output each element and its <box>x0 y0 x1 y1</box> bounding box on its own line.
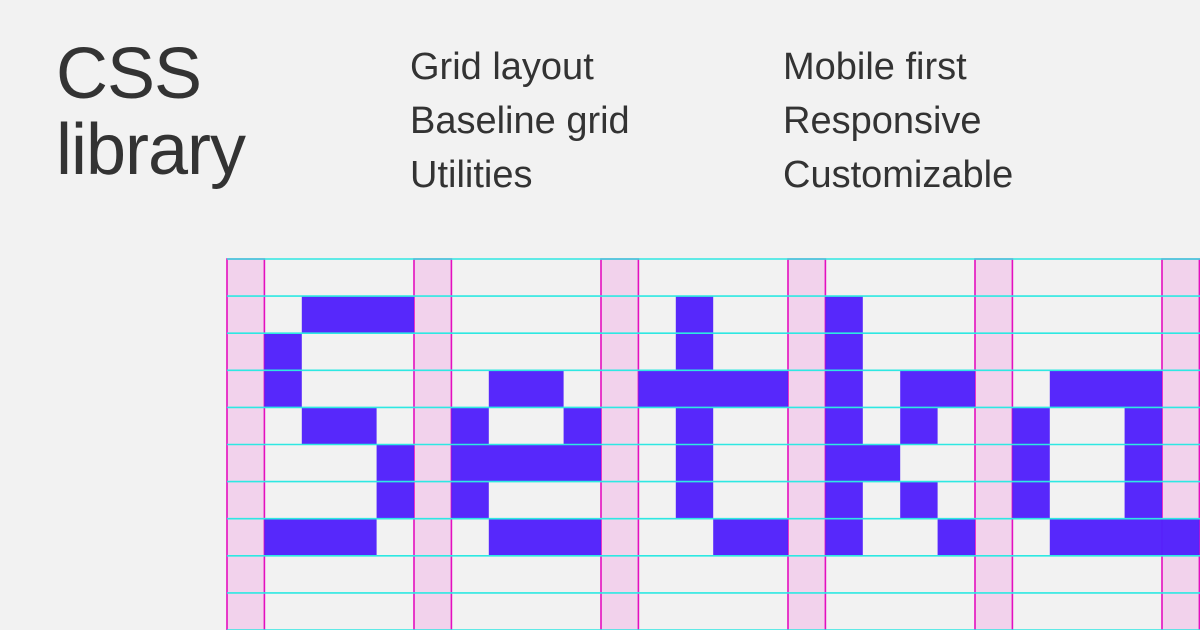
logo-pixel-block <box>1124 444 1162 482</box>
logo-pixel-block <box>825 370 863 408</box>
logo-pixel-block <box>900 481 938 519</box>
logo-pixel-block <box>376 481 414 519</box>
title-line-1: CSS <box>56 34 202 114</box>
logo-pixel-block <box>900 407 938 445</box>
logo-pixel-block <box>264 518 377 556</box>
logo-pixel-block <box>675 407 714 445</box>
logo-pixel-block <box>451 444 601 482</box>
logo-pixel-block <box>301 407 377 445</box>
logo-pixel-block <box>376 444 414 482</box>
feature-item: Mobile first <box>783 46 967 88</box>
logo-pixel-block <box>825 444 901 482</box>
logo-pixel-block <box>825 481 863 519</box>
feature-list-left: Grid layout Baseline grid Utilities <box>410 40 630 202</box>
logo-pixel-block <box>1012 407 1050 445</box>
logo-pixel-block <box>301 296 414 334</box>
pixel-logo <box>264 296 1200 556</box>
logo-pixel-block <box>825 518 863 556</box>
logo-pixel-block <box>675 296 714 334</box>
logo-pixel-block <box>488 518 601 556</box>
logo-pixel-block <box>264 333 302 371</box>
logo-pixel-block <box>563 407 601 445</box>
logo-pixel-block <box>675 333 714 371</box>
feature-list-right: Mobile first Responsive Customizable <box>783 40 1013 202</box>
feature-item: Baseline grid <box>410 100 630 142</box>
logo-pixel-block <box>825 407 863 445</box>
logo-pixel-block <box>1049 518 1200 556</box>
logo-pixel-block <box>1049 370 1162 408</box>
title-line-2: library <box>56 110 246 190</box>
logo-pixel-block <box>638 370 788 408</box>
logo-pixel-block <box>1012 444 1050 482</box>
logo-pixel-block <box>825 296 863 334</box>
logo-pixel-block <box>713 518 788 556</box>
logo-pixel-block <box>451 481 489 519</box>
logo-pixel-block <box>675 444 714 482</box>
logo-pixel-block <box>825 333 863 371</box>
feature-item: Utilities <box>410 154 533 196</box>
logo-pixel-block <box>1124 481 1162 519</box>
logo-pixel-block <box>675 481 714 519</box>
feature-item: Customizable <box>783 154 1014 196</box>
logo-pixel-block <box>900 370 975 408</box>
feature-item: Grid layout <box>410 46 594 88</box>
logo-pixel-block <box>1012 481 1050 519</box>
feature-item: Responsive <box>783 100 982 142</box>
logo-pixel-block <box>937 518 975 556</box>
logo-pixel-block <box>264 370 302 408</box>
library-title: CSS library <box>56 34 246 190</box>
logo-pixel-block <box>488 370 564 408</box>
baseline-grid <box>227 258 1200 630</box>
logo-pixel-block <box>1124 407 1162 445</box>
logo-pixel-block <box>451 407 489 445</box>
